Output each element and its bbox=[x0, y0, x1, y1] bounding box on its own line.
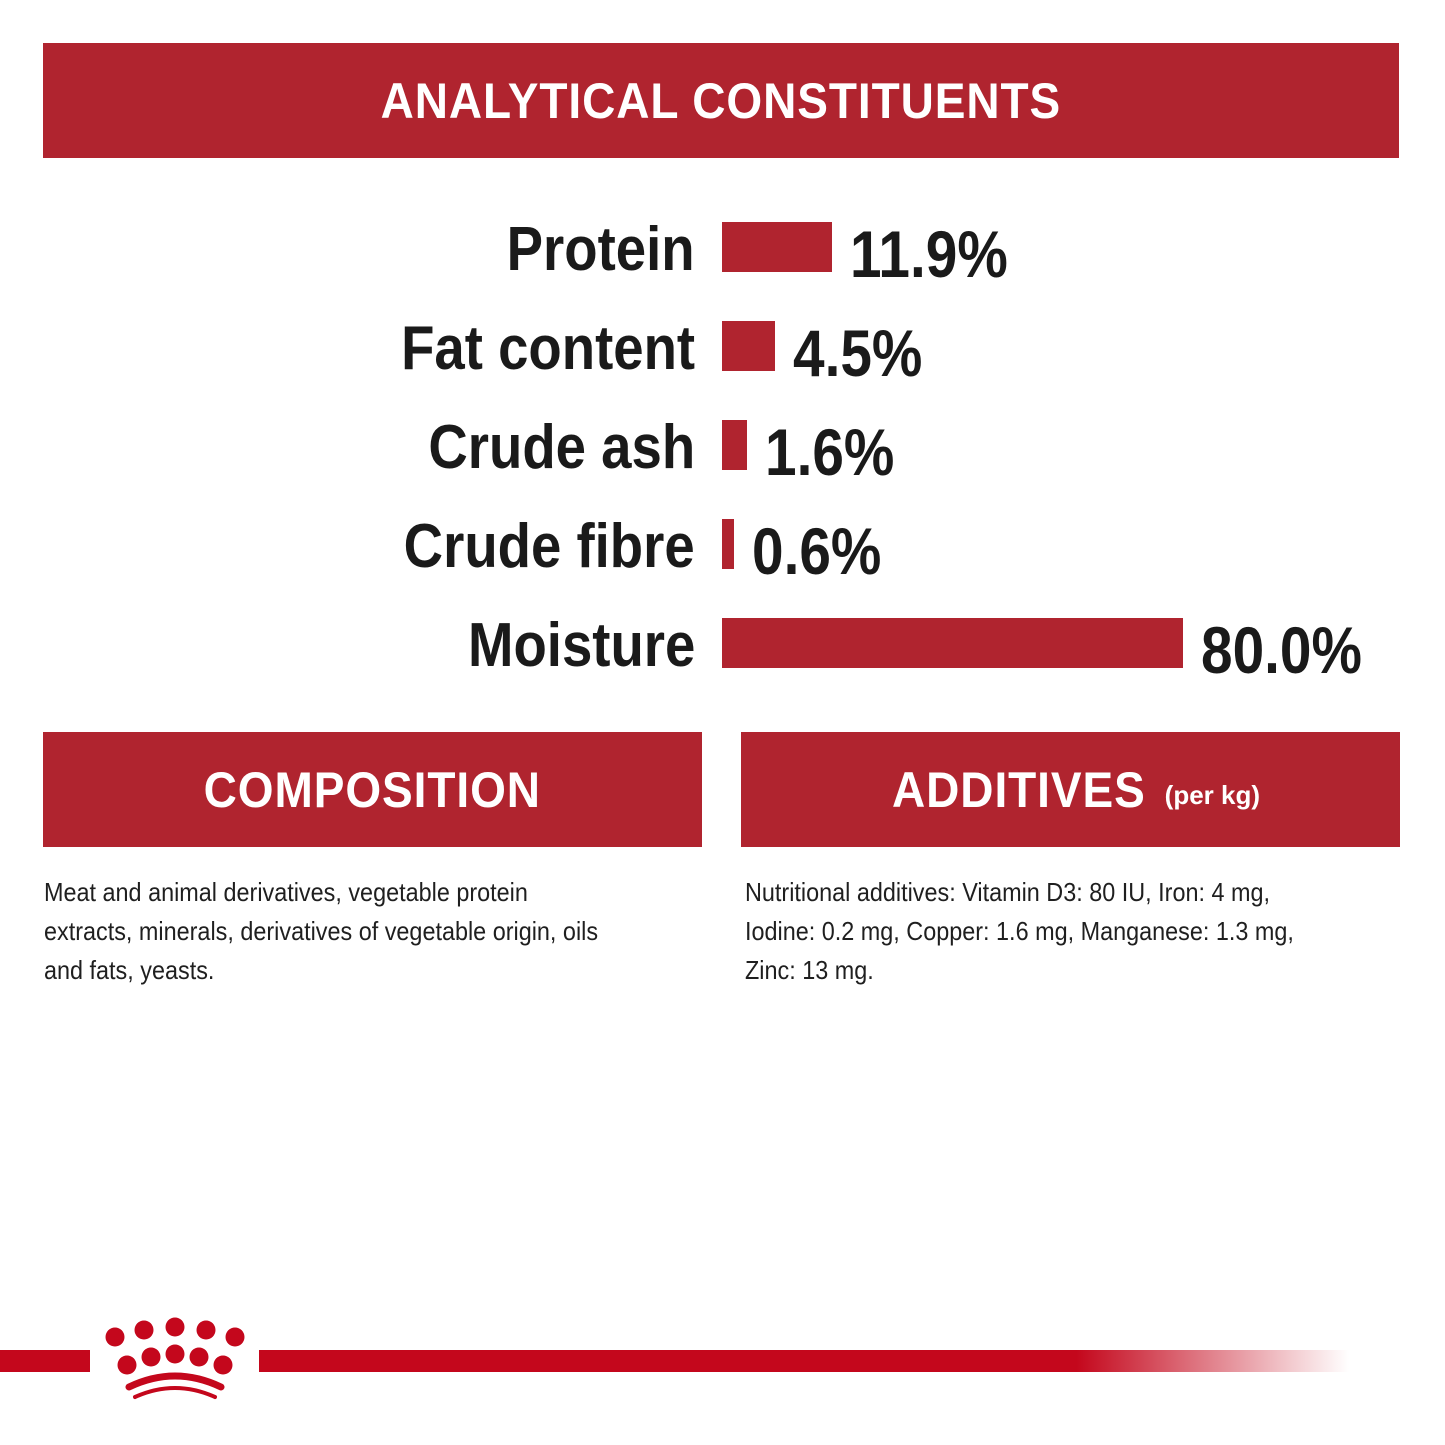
value-label: 0.6% bbox=[751, 514, 882, 588]
category-label: Crude fibre bbox=[403, 512, 695, 581]
text-line: Nutritional additives: Vitamin D3: 80 IU… bbox=[745, 877, 1271, 907]
chart-row: Moisture 80.0% bbox=[0, 611, 1445, 687]
chart-row: Protein 11.9% bbox=[0, 215, 1445, 291]
value-label: 80.0% bbox=[1201, 613, 1362, 687]
chart-row: Crude fibre 0.6% bbox=[0, 512, 1445, 588]
category-label: Crude ash bbox=[428, 413, 695, 482]
category-label: Protein bbox=[507, 215, 695, 284]
bar-crude-ash bbox=[722, 420, 747, 470]
analytical-constituents-header: ANALYTICAL CONSTITUENTS bbox=[43, 43, 1399, 158]
bar-moisture bbox=[722, 618, 1183, 668]
text-line: extracts, minerals, derivatives of veget… bbox=[44, 916, 599, 946]
footer-line-right bbox=[259, 1350, 1349, 1372]
royal-canin-crown-logo-icon bbox=[105, 1317, 245, 1399]
category-label: Fat content bbox=[400, 314, 695, 383]
bar-fat-content bbox=[722, 321, 776, 371]
composition-header: COMPOSITION bbox=[43, 732, 702, 847]
composition-text: Meat and animal derivatives, vegetable p… bbox=[44, 873, 660, 990]
header-title: ANALYTICAL CONSTITUENTS bbox=[380, 72, 1062, 129]
header-unit: (per kg) bbox=[1164, 780, 1261, 810]
value-label: 11.9% bbox=[850, 217, 1009, 291]
bar-crude-fibre bbox=[722, 519, 734, 569]
additives-text: Nutritional additives: Vitamin D3: 80 IU… bbox=[745, 873, 1355, 990]
category-label: Moisture bbox=[467, 611, 695, 680]
text-line: Iodine: 0.2 mg, Copper: 1.6 mg, Manganes… bbox=[745, 916, 1294, 946]
text-line: Meat and animal derivatives, vegetable p… bbox=[44, 877, 528, 907]
chart-row: Crude ash 1.6% bbox=[0, 413, 1445, 489]
value-label: 1.6% bbox=[764, 415, 894, 489]
text-line: and fats, yeasts. bbox=[44, 955, 215, 985]
text-line: Zinc: 13 mg. bbox=[745, 955, 874, 985]
header-title: COMPOSITION bbox=[203, 761, 542, 818]
additives-header: ADDITIVES (per kg) bbox=[741, 732, 1400, 847]
footer-line-left bbox=[0, 1350, 90, 1372]
bar-protein bbox=[722, 222, 833, 272]
header-title: ADDITIVES bbox=[891, 761, 1146, 818]
chart-row: Fat content 4.5% bbox=[0, 314, 1445, 390]
value-label: 4.5% bbox=[793, 316, 923, 390]
